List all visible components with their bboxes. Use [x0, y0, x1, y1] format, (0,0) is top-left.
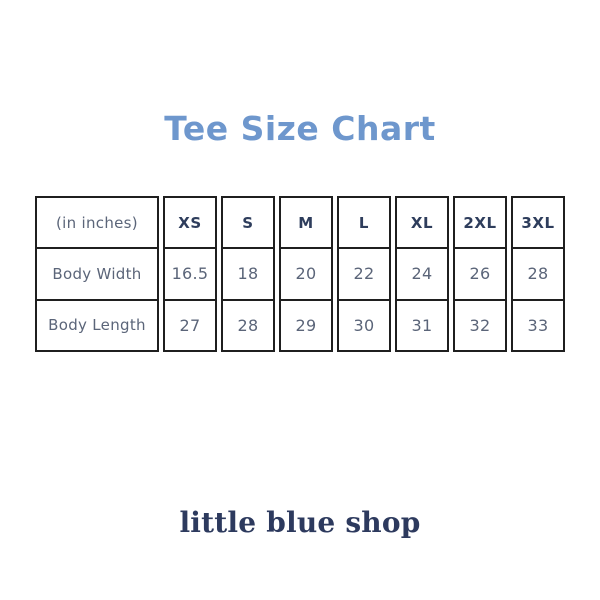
- header-cell: 3XL: [521, 213, 555, 232]
- row-label-cell: Body Length: [37, 298, 157, 350]
- header-cell: XL: [410, 213, 434, 232]
- size-column-3xl: 3XL 28 33: [511, 196, 565, 352]
- row-label-cell: Body Width: [37, 247, 157, 298]
- size-column-2xl: 2XL 26 32: [453, 196, 507, 352]
- chart-title: Tee Size Chart: [164, 109, 436, 148]
- header-cell: M: [298, 213, 314, 232]
- value-cell: 26: [455, 247, 505, 298]
- value-cell: 16.5: [165, 247, 215, 298]
- value-cell: 18: [223, 247, 273, 298]
- value-cell: 32: [455, 298, 505, 350]
- size-column-l: L 22 30: [337, 196, 391, 352]
- header-cell: S: [242, 213, 254, 232]
- value-cell: 22: [339, 247, 389, 298]
- header-cell: XS: [178, 213, 202, 232]
- value-cell: 24: [397, 247, 447, 298]
- size-column-xs: XS 16.5 27: [163, 196, 217, 352]
- size-column-s: S 18 28: [221, 196, 275, 352]
- value-cell: 28: [223, 298, 273, 350]
- value-cell: 33: [513, 298, 563, 350]
- value-cell: 30: [339, 298, 389, 350]
- brand-wordmark: little blue shop: [179, 506, 421, 539]
- value-cell: 29: [281, 298, 331, 350]
- header-cell: L: [358, 213, 370, 232]
- label-column: (in inches) Body Width Body Length: [35, 196, 159, 352]
- value-cell: 31: [397, 298, 447, 350]
- value-cell: 28: [513, 247, 563, 298]
- unit-label-cell: (in inches): [56, 213, 138, 232]
- size-column-m: M 20 29: [279, 196, 333, 352]
- size-column-xl: XL 24 31: [395, 196, 449, 352]
- value-cell: 20: [281, 247, 331, 298]
- header-cell: 2XL: [463, 213, 497, 232]
- value-cell: 27: [165, 298, 215, 350]
- size-table: (in inches) Body Width Body Length XS 16.5 27…: [35, 196, 565, 352]
